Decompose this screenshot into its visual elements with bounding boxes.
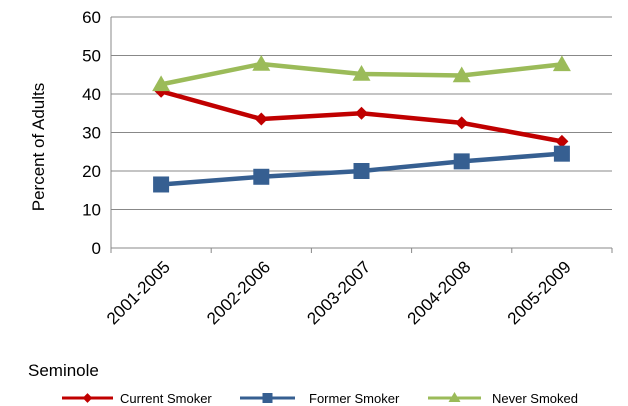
y-tick-label: 30 xyxy=(82,124,101,143)
y-tick-labels: 0 10 20 30 40 50 60 xyxy=(82,8,101,258)
legend-label: Current Smoker xyxy=(120,391,212,406)
y-tick-label: 40 xyxy=(82,85,101,104)
y-tick-label: 60 xyxy=(82,8,101,27)
data-point xyxy=(553,145,570,162)
x-tick-label: 2003-2007 xyxy=(303,257,374,328)
legend-item: Never Smoked xyxy=(428,391,578,406)
x-tick-label: 2004-2008 xyxy=(404,257,475,328)
x-tick-label: 2005-2009 xyxy=(504,257,575,328)
y-tick-label: 0 xyxy=(92,239,101,258)
legend-marker xyxy=(82,393,93,403)
legend: Current Smoker Former Smoker Never Smoked xyxy=(62,391,578,406)
data-point xyxy=(152,75,171,92)
x-tick-label: 2002-2006 xyxy=(203,257,274,328)
y-tick-label: 10 xyxy=(82,201,101,220)
data-point xyxy=(453,153,470,170)
axes xyxy=(110,17,613,253)
x-tick-labels: 2001-2005 2002-2006 2003-2007 2004-2008 2005… xyxy=(103,257,575,328)
data-point xyxy=(355,106,368,120)
data-point xyxy=(552,55,571,72)
y-tick-label: 50 xyxy=(82,47,101,66)
data-point xyxy=(352,64,371,81)
legend-marker xyxy=(448,392,461,402)
legend-item: Former Smoker xyxy=(240,391,400,406)
data-point xyxy=(252,54,271,71)
data-point xyxy=(254,112,268,126)
data-point xyxy=(253,168,270,185)
legend-label: Never Smoked xyxy=(492,391,578,406)
data-point xyxy=(353,163,370,179)
y-axis-label: Percent of Adults xyxy=(29,83,48,212)
series-never-smoked xyxy=(152,54,571,92)
legend-marker xyxy=(262,393,273,403)
data-point xyxy=(555,134,569,148)
data-point xyxy=(455,116,469,130)
group-label: Seminole xyxy=(28,361,99,380)
gridlines xyxy=(111,16,612,249)
series-former-smoker xyxy=(153,145,570,193)
data-point xyxy=(452,66,471,83)
x-tick-label: 2001-2005 xyxy=(103,257,174,328)
legend-label: Former Smoker xyxy=(309,391,400,406)
data-point xyxy=(153,176,170,193)
series-group xyxy=(152,54,571,193)
legend-item: Current Smoker xyxy=(62,391,212,406)
y-tick-label: 20 xyxy=(82,162,101,181)
